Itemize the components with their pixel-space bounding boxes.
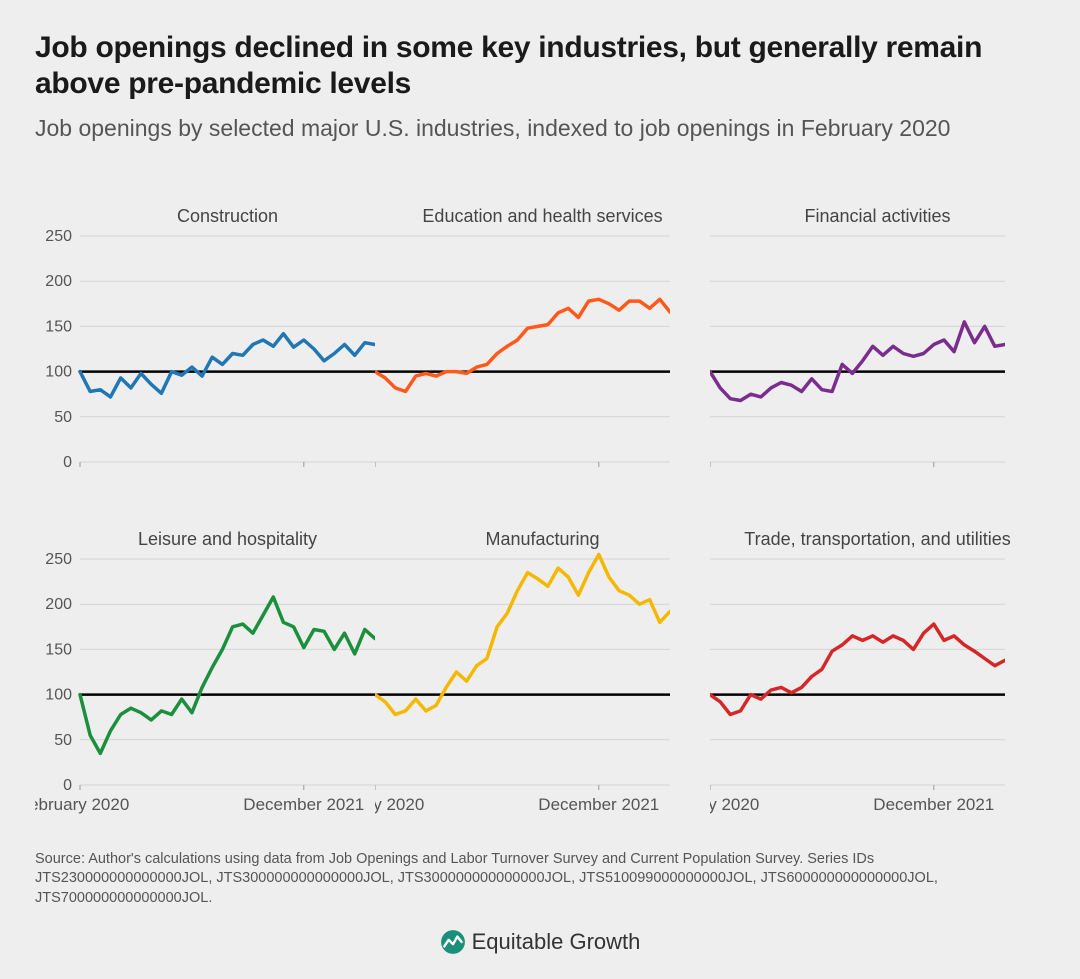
y-tick-label: 250 (45, 551, 72, 568)
panel-title: Manufacturing (375, 502, 710, 550)
y-tick-label: 150 (45, 641, 72, 658)
panel: Trade, transportation, and utilitiesFebr… (710, 502, 1045, 825)
panel-title: Education and health services (375, 179, 710, 227)
panel-plot (375, 227, 670, 472)
x-tick-label: February 2020 (375, 795, 424, 814)
panel-plot: February 2020 December 2021 (375, 550, 670, 825)
x-tick-label: December 2021 (243, 795, 364, 814)
panel: Education and health services (375, 179, 710, 502)
footer-brand: Equitable Growth (35, 929, 1045, 955)
y-tick-label: 100 (45, 687, 72, 704)
series-line (710, 624, 1005, 714)
y-tick-label: 0 (63, 454, 72, 471)
chart-title: Job openings declined in some key indust… (35, 30, 1045, 102)
y-tick-label: 200 (45, 273, 72, 290)
panel-plot (710, 227, 1005, 472)
series-line (80, 597, 375, 753)
x-tick-label: December 2021 (873, 795, 994, 814)
x-tick-label: February 2020 (710, 795, 759, 814)
chart-subtitle: Job openings by selected major U.S. indu… (35, 114, 1045, 144)
series-line (375, 554, 670, 714)
panel-title: Financial activities (710, 179, 1045, 227)
y-tick-label: 150 (45, 318, 72, 335)
series-line (710, 322, 1005, 401)
panel-plot: 0 50 100 150 200 250 (35, 227, 375, 472)
y-tick-label: 250 (45, 228, 72, 245)
y-tick-label: 50 (54, 409, 72, 426)
y-tick-label: 200 (45, 596, 72, 613)
source-note: Source: Author's calculations using data… (35, 850, 1045, 909)
y-tick-label: 100 (45, 364, 72, 381)
y-tick-label: 50 (54, 732, 72, 749)
panel-title: Construction (35, 179, 375, 227)
series-line (375, 299, 670, 391)
small-multiples-grid: Construction 0 50 100 150 200 250 Education and… (35, 179, 1045, 825)
panel-title: Trade, transportation, and utilities (710, 502, 1045, 550)
panel: Leisure and hospitality 0 50 100 150 200 250 Fe… (35, 502, 375, 825)
panel-plot: February 2020 December 2021 (710, 550, 1005, 825)
series-line (80, 334, 375, 397)
x-tick-label: December 2021 (538, 795, 659, 814)
footer-brand-text: Equitable Growth (472, 929, 641, 955)
y-tick-label: 0 (63, 777, 72, 794)
panel: Manufacturing February 2020 December 2021 (375, 502, 710, 825)
panel-plot: 0 50 100 150 200 250 February 2020 December 202… (35, 550, 375, 825)
x-tick-label: February 2020 (35, 795, 129, 814)
panel: Financial activities (710, 179, 1045, 502)
panel: Construction 0 50 100 150 200 250 (35, 179, 375, 502)
equitable-growth-logo-icon (440, 929, 466, 955)
panel-title: Leisure and hospitality (35, 502, 375, 550)
